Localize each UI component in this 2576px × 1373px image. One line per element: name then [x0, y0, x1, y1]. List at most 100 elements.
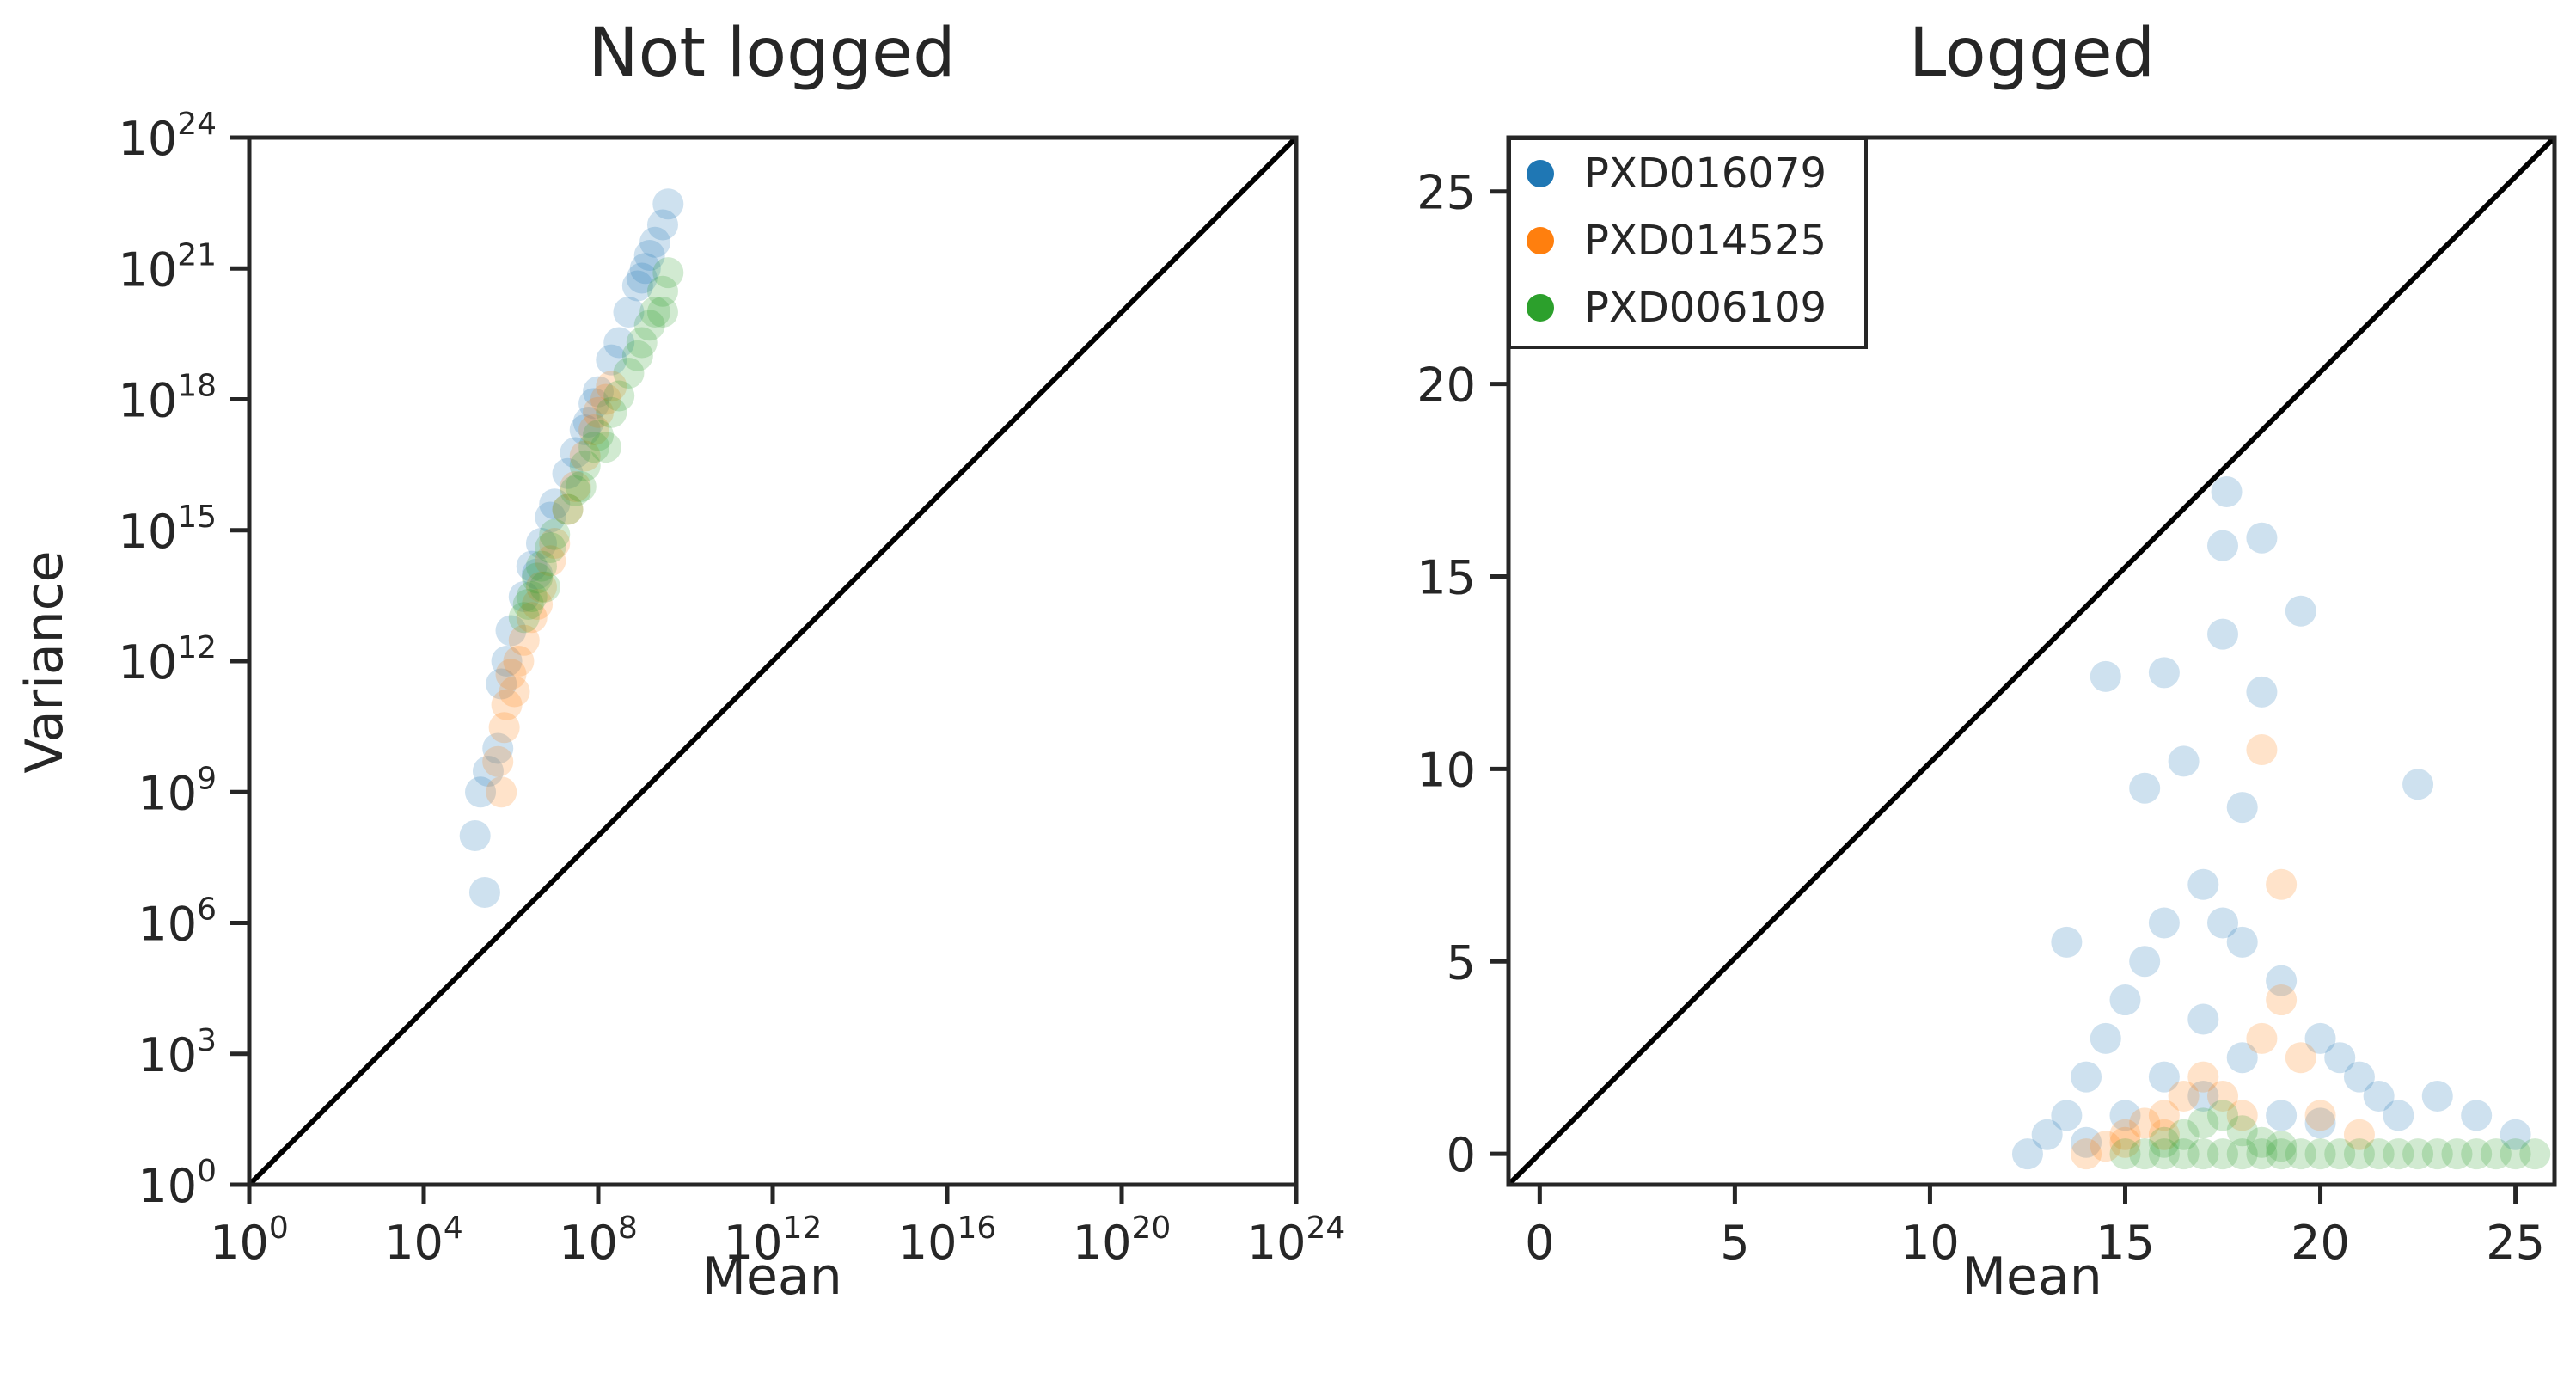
- right-point-pxd016079-39: [2109, 1100, 2141, 1131]
- left-x-tick-label: 1024: [1247, 1211, 1346, 1270]
- right-y-tick-label: 20: [1416, 359, 1476, 413]
- left-point-pxd016079-28: [572, 407, 604, 438]
- left-point-pxd016079-15: [596, 344, 627, 376]
- right-point-pxd014525-7: [2207, 1081, 2239, 1112]
- right-point-pxd016079-0: [2011, 1138, 2043, 1170]
- left-point-pxd014525-13: [569, 440, 601, 472]
- right-plot-frame: [1506, 135, 2557, 1187]
- left-point-pxd016079-9: [539, 488, 571, 520]
- right-point-pxd016079-8: [2129, 946, 2161, 978]
- left-point-pxd006109-7: [560, 475, 591, 506]
- left-y-tick-label: 1024: [118, 107, 217, 166]
- left-point-pxd006109-0: [508, 602, 540, 634]
- left-point-pxd006109-22: [529, 571, 560, 603]
- right-point-pxd016079-15: [2207, 907, 2239, 939]
- left-y-tick-label: 1015: [118, 500, 217, 559]
- right-point-pxd006109-26: [2246, 1126, 2278, 1158]
- right-point-pxd006109-13: [2363, 1138, 2395, 1170]
- right-point-pxd006109-19: [2480, 1138, 2512, 1170]
- legend-box: [1508, 137, 1868, 349]
- right-point-pxd006109-4: [2187, 1138, 2219, 1170]
- left-point-pxd006109-13: [613, 357, 645, 389]
- right-point-pxd016079-17: [2207, 530, 2239, 561]
- right-point-pxd006109-6: [2226, 1138, 2258, 1170]
- right-point-pxd006109-14: [2383, 1138, 2414, 1170]
- right-point-pxd016079-4: [2071, 1061, 2102, 1093]
- left-point-pxd014525-2: [491, 689, 523, 720]
- left-point-pxd014525-3: [495, 659, 527, 690]
- left-point-pxd014525-7: [516, 602, 548, 634]
- left-point-pxd006109-2: [522, 562, 554, 594]
- left-point-pxd006109-14: [621, 340, 653, 371]
- right-point-pxd014525-3: [2129, 1107, 2161, 1139]
- left-identity-line: [247, 135, 1299, 1187]
- right-point-pxd014525-0: [2071, 1138, 2102, 1170]
- right-point-pxd006109-0: [2109, 1138, 2141, 1170]
- right-point-pxd016079-18: [2211, 475, 2243, 507]
- left-point-pxd016079-29: [629, 253, 661, 285]
- right-point-pxd014525-16: [2109, 1126, 2141, 1158]
- left-point-pxd006109-18: [646, 275, 678, 307]
- right-y-tick-label: 25: [1416, 166, 1476, 220]
- right-point-pxd016079-3: [2051, 926, 2083, 958]
- left-point-pxd016079-3: [491, 646, 523, 677]
- left-y-tick-label: 106: [138, 892, 217, 952]
- right-point-pxd014525-13: [2285, 1042, 2316, 1074]
- right-point-pxd016079-33: [2500, 1119, 2531, 1150]
- right-point-pxd016079-28: [2363, 1081, 2395, 1112]
- right-y-tick-label: 10: [1416, 743, 1476, 797]
- right-point-pxd016079-38: [2304, 1107, 2336, 1139]
- right-point-pxd016079-11: [2148, 657, 2180, 689]
- left-point-pxd014525-10: [539, 528, 571, 560]
- left-point-pxd016079-16: [603, 327, 635, 359]
- left-point-pxd016079-20: [633, 239, 665, 271]
- right-point-pxd016079-34: [2148, 1061, 2180, 1093]
- right-point-pxd014525-15: [2343, 1119, 2375, 1150]
- left-x-tick-label: 104: [384, 1211, 463, 1270]
- left-point-pxd014525-1: [488, 712, 520, 744]
- right-point-pxd016079-2: [2051, 1100, 2083, 1131]
- right-y-tick-label: 0: [1447, 1128, 1476, 1182]
- right-point-pxd016079-32: [2461, 1100, 2493, 1131]
- right-point-pxd006109-23: [2187, 1107, 2219, 1139]
- right-point-pxd006109-3: [2168, 1138, 2200, 1170]
- left-point-pxd014525-14: [578, 414, 610, 445]
- right-point-pxd016079-37: [2266, 1100, 2298, 1131]
- right-x-tick-label: 20: [2291, 1216, 2350, 1270]
- left-x-tick-label: 1020: [1073, 1211, 1172, 1270]
- left-y-tick-label: 109: [138, 761, 217, 820]
- left-y-tick-label: 1012: [118, 630, 217, 690]
- left-point-pxd016079-13: [578, 388, 610, 420]
- left-x-tick-label: 1016: [898, 1211, 997, 1270]
- left-x-ticks: 100 104 108 1012 1016 1020 1024: [210, 1185, 1345, 1270]
- left-point-pxd006109-23: [512, 588, 544, 620]
- right-point-pxd014525-5: [2168, 1081, 2200, 1112]
- right-point-pxd016079-9: [2129, 772, 2161, 804]
- right-point-pxd006109-18: [2461, 1138, 2493, 1170]
- left-point-pxd014525-4: [499, 676, 530, 708]
- right-point-pxd016079-27: [2343, 1061, 2375, 1093]
- left-point-pxd014525-0: [482, 745, 514, 777]
- right-chart-title: Logged: [1909, 15, 2155, 92]
- left-point-pxd016079-17: [613, 297, 645, 328]
- left-y-ticks: 100 103 106 109 1012 1015 1018 1021 1024: [118, 107, 249, 1213]
- right-point-pxd006109-15: [2402, 1138, 2434, 1170]
- legend-marker-pxd014525: [1527, 227, 1554, 254]
- right-point-pxd016079-35: [2187, 1081, 2219, 1112]
- left-point-pxd006109-16: [633, 310, 665, 341]
- left-point-pxd016079-27: [522, 558, 554, 590]
- left-point-pxd016079-5: [508, 581, 540, 613]
- left-point-pxd006109-6: [552, 493, 584, 525]
- left-point-pxd014525-6: [508, 624, 540, 656]
- right-point-pxd016079-1: [2031, 1119, 2063, 1150]
- right-point-pxd016079-13: [2187, 868, 2219, 900]
- left-point-pxd014525-16: [590, 383, 621, 415]
- left-point-pxd016079-21: [639, 226, 671, 258]
- left-point-pxd014525-19: [522, 588, 554, 620]
- left-point-pxd006109-4: [535, 531, 566, 563]
- right-x-tick-label: 0: [1525, 1216, 1554, 1270]
- left-point-pxd016079-8: [535, 501, 566, 533]
- right-point-pxd014525-6: [2187, 1061, 2219, 1093]
- right-point-pxd006109-27: [2148, 1126, 2180, 1158]
